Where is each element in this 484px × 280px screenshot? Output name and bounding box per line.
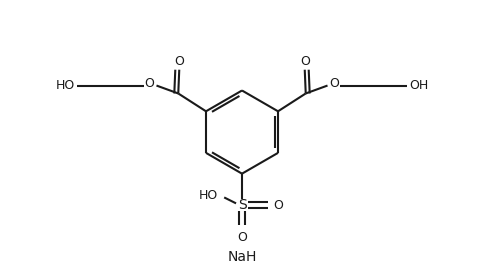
- Text: O: O: [330, 77, 339, 90]
- Text: O: O: [273, 199, 284, 212]
- Text: HO: HO: [56, 79, 75, 92]
- Text: S: S: [238, 198, 246, 212]
- Text: O: O: [174, 55, 184, 68]
- Text: NaH: NaH: [227, 250, 257, 264]
- Text: O: O: [237, 230, 247, 244]
- Text: OH: OH: [409, 79, 428, 92]
- Text: HO: HO: [199, 189, 218, 202]
- Text: O: O: [145, 77, 154, 90]
- Text: O: O: [300, 55, 310, 68]
